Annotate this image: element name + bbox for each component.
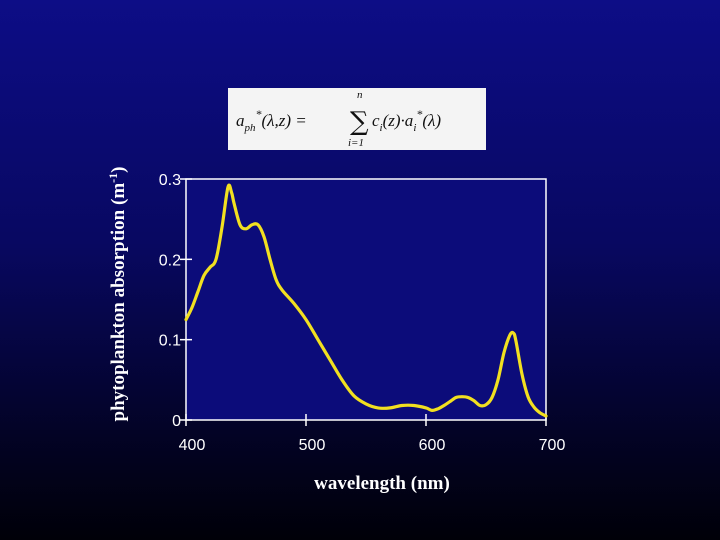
y-tick-label-0.1: 0.1 xyxy=(159,333,181,350)
formula-rhs: c xyxy=(372,111,380,130)
y-tick-label-0: 0 xyxy=(172,413,181,430)
formula-rhs-sub2: i xyxy=(413,122,416,134)
svg-text:aph*(λ,z) =: aph*(λ,z) = xyxy=(236,107,307,134)
plot-area xyxy=(185,178,547,421)
y-axis-title-close: ) xyxy=(108,167,129,173)
y-axis-title: phytoplankton absorption (m-1) xyxy=(106,167,129,422)
formula-lhs-sub: ph xyxy=(244,122,257,134)
formula-sum-bottom: i=1 xyxy=(348,137,364,149)
x-axis-title: wavelength (nm) xyxy=(314,473,450,494)
y-axis-title-main: phytoplankton absorption (m xyxy=(108,183,129,422)
formula-lhs-args: (λ,z) = xyxy=(262,111,307,130)
formula-rhs-mid: (z)·a xyxy=(383,111,414,130)
y-axis-title-sup: -1 xyxy=(106,173,120,183)
x-tick-label-500: 500 xyxy=(299,437,326,454)
formula-rhs-sup: * xyxy=(416,107,422,121)
x-tick-label-700: 700 xyxy=(539,437,566,454)
formula-annotation: aph*(λ,z) = n ∑ i=1 ci(z)·ai*(λ) xyxy=(228,88,486,150)
formula-box xyxy=(228,88,486,150)
series-line-0 xyxy=(184,183,548,418)
x-tick-label-600: 600 xyxy=(419,437,446,454)
formula-rhs-sub: i xyxy=(380,122,383,134)
x-tick-label-400: 400 xyxy=(179,437,206,454)
sum-sign: ∑ xyxy=(350,107,369,137)
formula-rhs-end: (λ) xyxy=(422,111,441,130)
formula-lhs: a xyxy=(236,111,245,130)
formula-lhs-sup: * xyxy=(256,107,262,121)
formula-sum-top: n xyxy=(357,89,363,101)
svg-text:ci(z)·ai*(λ): ci(z)·ai*(λ) xyxy=(372,107,441,134)
y-tick-label-0.3: 0.3 xyxy=(159,172,181,189)
y-tick-label-0.2: 0.2 xyxy=(159,252,181,269)
